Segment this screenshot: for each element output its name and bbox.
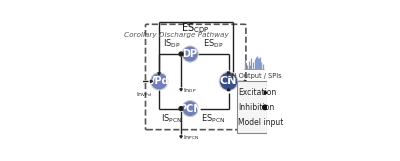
FancyBboxPatch shape (237, 81, 267, 133)
Text: $\mathregular{In_{VPd}}$: $\mathregular{In_{VPd}}$ (136, 90, 152, 99)
Text: $\mathregular{ES_{PCN}}$: $\mathregular{ES_{PCN}}$ (201, 113, 226, 125)
Polygon shape (180, 89, 182, 91)
Polygon shape (264, 91, 267, 94)
Text: DP: DP (182, 49, 198, 59)
Text: Excitation: Excitation (238, 88, 277, 97)
Text: $\mathregular{IS_{DP}}$: $\mathregular{IS_{DP}}$ (163, 37, 181, 50)
Circle shape (179, 52, 183, 56)
Circle shape (263, 105, 267, 110)
Text: $\mathregular{IS_{PCN}}$: $\mathregular{IS_{PCN}}$ (162, 113, 183, 125)
Circle shape (182, 100, 198, 117)
Text: CN: CN (220, 76, 237, 86)
Text: Inhibition: Inhibition (238, 103, 275, 112)
Polygon shape (158, 73, 160, 75)
Text: $\mathregular{ES_{CDP}}$: $\mathregular{ES_{CDP}}$ (181, 21, 209, 35)
Text: Corollary Discharge Pathway: Corollary Discharge Pathway (124, 32, 229, 38)
Polygon shape (227, 72, 230, 74)
Text: PCN: PCN (179, 104, 201, 114)
Text: $\mathregular{In_{PCN}}$: $\mathregular{In_{PCN}}$ (183, 133, 200, 142)
Text: VPd: VPd (148, 76, 170, 86)
Text: $\mathregular{In_{DP}}$: $\mathregular{In_{DP}}$ (183, 86, 197, 95)
Circle shape (179, 107, 183, 111)
Text: Model input: Model input (238, 118, 284, 128)
Circle shape (182, 46, 198, 62)
Text: $\mathregular{ES_{DP}}$: $\mathregular{ES_{DP}}$ (203, 37, 224, 50)
Text: CN Output / SPIs: CN Output / SPIs (227, 73, 282, 79)
Polygon shape (180, 136, 182, 138)
Circle shape (150, 73, 168, 90)
Polygon shape (244, 80, 247, 82)
Polygon shape (227, 88, 230, 91)
Circle shape (219, 72, 238, 91)
Polygon shape (150, 80, 153, 82)
